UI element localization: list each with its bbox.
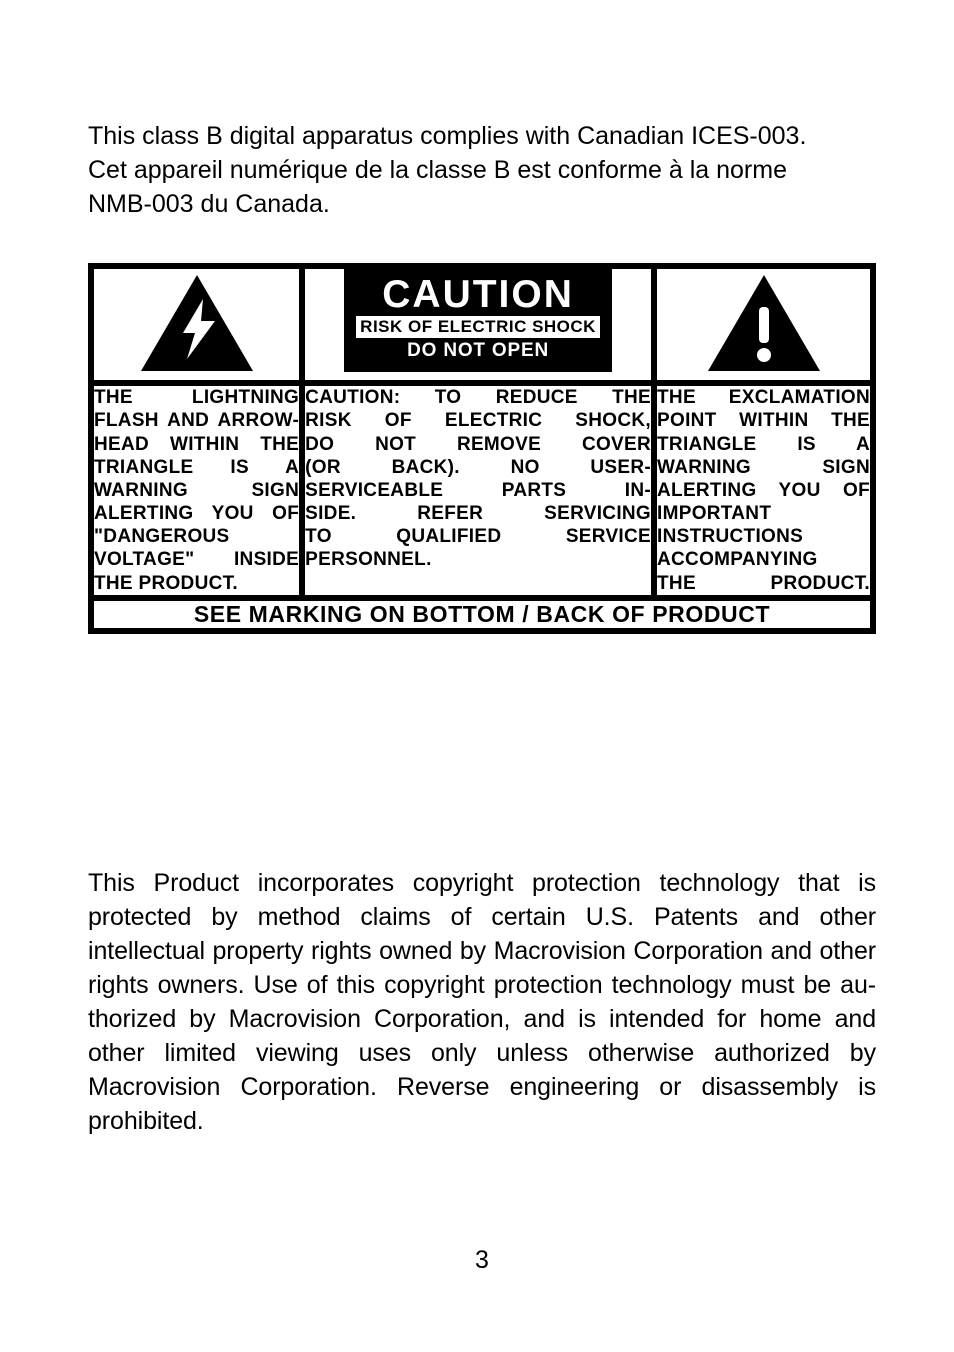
left-text-line: "DANGEROUS — [94, 525, 299, 548]
center-text-line: DO NOT REMOVE COVER — [305, 433, 651, 456]
page-root: This class B digital apparatus complies … — [0, 0, 954, 1315]
caution-label-bot: DO NOT OPEN — [356, 340, 600, 362]
right-text-line: THE EXCLAMATION — [657, 386, 870, 409]
left-text-line: WARNING SIGN — [94, 479, 299, 502]
caution-row-text: THE LIGHTNING FLASH AND ARROW- HEAD WITH… — [91, 383, 873, 598]
caution-footer-cell: SEE MARKING ON BOTTOM / BACK OF PRODUCT — [91, 598, 873, 631]
center-text-line: SERVICEABLE PARTS IN- — [305, 479, 651, 502]
right-text-line: WARNING SIGN — [657, 456, 870, 479]
left-text-line: VOLTAGE" INSIDE — [94, 548, 299, 571]
caution-label-top: CAUTION — [356, 275, 600, 314]
compliance-line-1: This class B digital apparatus complies … — [88, 120, 876, 154]
center-text-line: SIDE. REFER SERVICING — [305, 502, 651, 525]
compliance-paragraph: This class B digital apparatus complies … — [88, 120, 876, 221]
left-text-line: TRIANGLE IS A — [94, 456, 299, 479]
copyright-text: This Product incorporates copyright prot… — [88, 866, 876, 1138]
center-text-line: TO QUALIFIED SERVICE — [305, 525, 651, 548]
caution-row-icons: CAUTION RISK OF ELECTRIC SHOCK DO NOT OP… — [91, 266, 873, 383]
center-text-line: (OR BACK). NO USER- — [305, 456, 651, 479]
right-text-line: ALERTING YOU OF — [657, 479, 870, 502]
right-text-line: TRIANGLE IS A — [657, 433, 870, 456]
cell-caution-label: CAUTION RISK OF ELECTRIC SHOCK DO NOT OP… — [302, 266, 654, 383]
right-text-line: THE PRODUCT. — [657, 572, 870, 595]
caution-label-box: CAUTION RISK OF ELECTRIC SHOCK DO NOT OP… — [344, 269, 612, 372]
right-text-line: IMPORTANT — [657, 502, 870, 525]
right-text-line: INSTRUCTIONS — [657, 525, 870, 548]
caution-label-mid: RISK OF ELECTRIC SHOCK — [356, 316, 600, 338]
caution-table: CAUTION RISK OF ELECTRIC SHOCK DO NOT OP… — [88, 263, 876, 634]
lightning-triangle-icon — [137, 271, 257, 375]
cell-left-text: THE LIGHTNING FLASH AND ARROW- HEAD WITH… — [91, 383, 302, 598]
compliance-line-3: NMB-003 du Canada. — [88, 188, 876, 222]
caution-row-footer: SEE MARKING ON BOTTOM / BACK OF PRODUCT — [91, 598, 873, 631]
exclamation-triangle-icon — [704, 271, 824, 375]
center-text-line: CAUTION: TO REDUCE THE — [305, 386, 651, 409]
right-text-line: ACCOMPANYING — [657, 548, 870, 571]
right-text-line: POINT WITHIN THE — [657, 409, 870, 432]
left-text-line: HEAD WITHIN THE — [94, 433, 299, 456]
cell-lightning-icon — [91, 266, 302, 383]
cell-right-text: THE EXCLAMATION POINT WITHIN THE TRIANGL… — [654, 383, 873, 598]
compliance-line-2: Cet appareil numérique de la classe B es… — [88, 154, 876, 188]
left-text-line: THE LIGHTNING — [94, 386, 299, 409]
center-text-line: PERSONNEL. — [305, 548, 651, 571]
left-text-line: ALERTING YOU OF — [94, 502, 299, 525]
copyright-paragraph: This Product incorporates copyright prot… — [88, 866, 876, 1138]
center-text-line: RISK OF ELECTRIC SHOCK, — [305, 409, 651, 432]
page-number: 3 — [88, 1246, 876, 1275]
left-text-line: FLASH AND ARROW- — [94, 409, 299, 432]
left-text-line: THE PRODUCT. — [94, 572, 299, 595]
cell-exclaim-icon — [654, 266, 873, 383]
cell-center-text: CAUTION: TO REDUCE THE RISK OF ELECTRIC … — [302, 383, 654, 598]
